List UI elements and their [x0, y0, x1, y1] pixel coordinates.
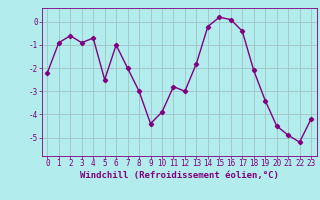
X-axis label: Windchill (Refroidissement éolien,°C): Windchill (Refroidissement éolien,°C)	[80, 171, 279, 180]
